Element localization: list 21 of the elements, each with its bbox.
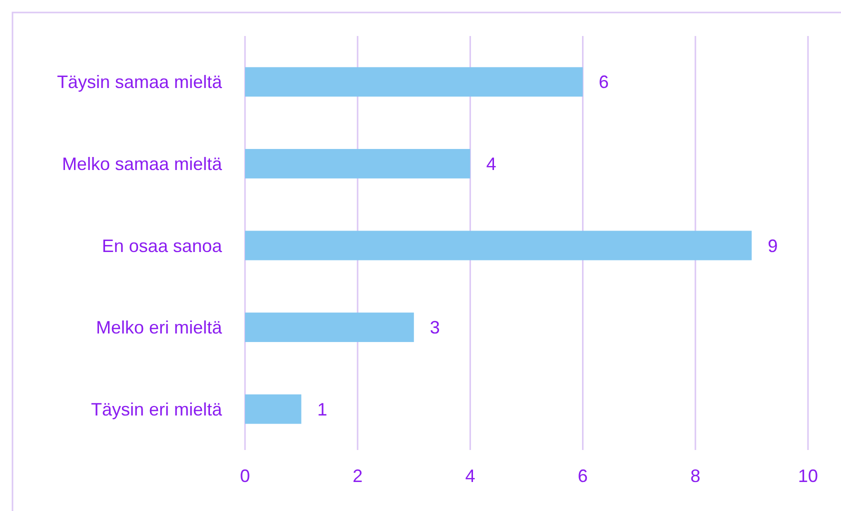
data-label: 3 xyxy=(430,318,440,338)
data-label: 4 xyxy=(486,154,496,174)
data-label: 1 xyxy=(317,399,328,420)
bar xyxy=(245,230,752,260)
bar xyxy=(245,67,583,97)
bar xyxy=(245,148,470,178)
y-tick-label: Täysin eri mieltä xyxy=(90,399,223,420)
data-label: 6 xyxy=(598,72,609,92)
bar xyxy=(245,394,302,424)
bar xyxy=(245,312,414,342)
x-tick-label: 10 xyxy=(798,466,818,486)
y-tick-label: En osaa sanoa xyxy=(102,236,223,256)
x-tick-label: 4 xyxy=(465,466,476,486)
x-tick-label: 2 xyxy=(352,466,363,486)
x-tick-label: 8 xyxy=(690,466,700,486)
y-tick-label: Täysin samaa mieltä xyxy=(56,72,223,92)
y-tick-label: Melko eri mieltä xyxy=(96,318,223,338)
y-tick-label: Melko samaa mieltä xyxy=(62,154,223,174)
x-tick-label: 6 xyxy=(578,466,588,486)
x-tick-label: 0 xyxy=(240,466,250,486)
data-label: 9 xyxy=(768,236,778,256)
